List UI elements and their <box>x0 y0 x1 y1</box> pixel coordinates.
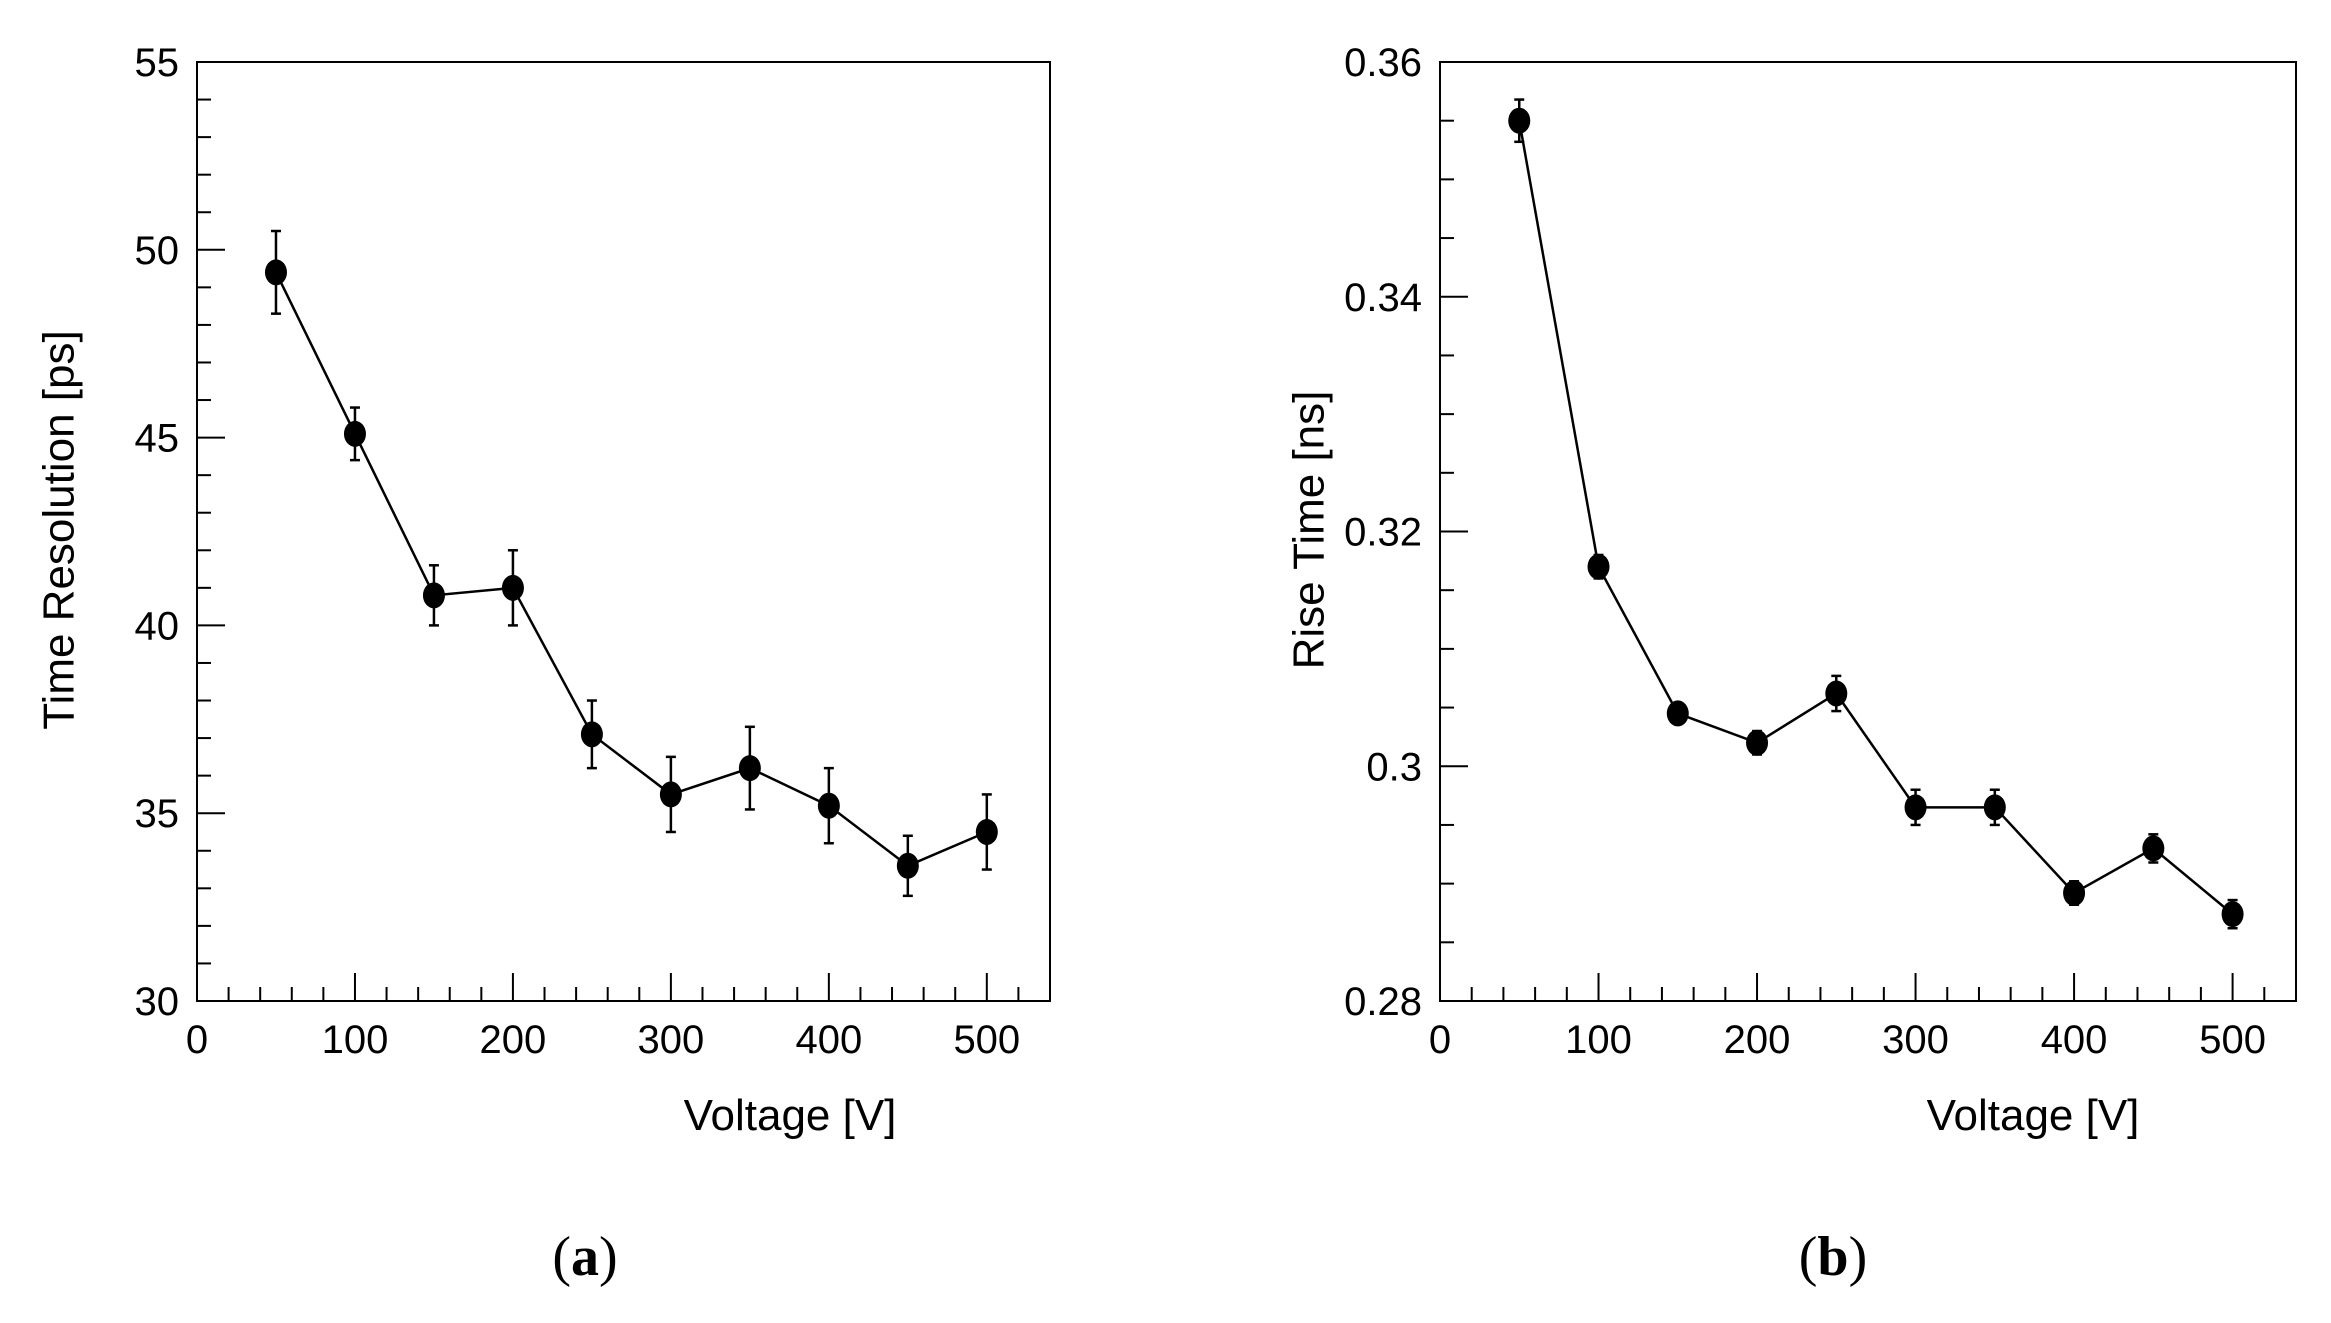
x-tick-label: 0 <box>1429 1018 1451 1062</box>
x-tick-label: 500 <box>2199 1018 2266 1062</box>
data-point <box>2142 835 2165 862</box>
data-point <box>1983 794 2006 821</box>
tick-labels-a: 0 100 200 300 400 500 30 35 40 45 50 55 <box>135 41 1021 1062</box>
x-axis-title-a: Voltage [V] <box>684 1091 897 1140</box>
x-tick-label: 500 <box>953 1018 1020 1062</box>
data-point <box>817 792 840 819</box>
data-point <box>659 781 682 808</box>
axis-ticks-b <box>1439 61 2297 1002</box>
chart-panel-b: 0 100 200 300 400 500 0.28 0.3 0.32 0.34 0.36 Volt… <box>1285 41 2297 1288</box>
data-series-b <box>1508 98 2244 930</box>
data-point <box>975 818 998 845</box>
data-point <box>501 574 524 601</box>
y-tick-label: 35 <box>135 792 180 836</box>
tick-labels-b: 0 100 200 300 400 500 0.28 0.3 0.32 0.34 0.36 <box>1344 41 2266 1062</box>
y-tick-label: 50 <box>135 229 180 273</box>
data-point <box>264 259 287 286</box>
chart-panel-a: 0 100 200 300 400 500 30 35 40 45 50 55 Voltage [V]… <box>35 41 1051 1288</box>
data-point <box>1904 794 1927 821</box>
data-point <box>2221 901 2244 928</box>
panel-label-b: b <box>1817 1226 1848 1288</box>
y-tick-label: 30 <box>135 980 180 1024</box>
panel-caption-b: (b) <box>1799 1226 1867 1288</box>
x-tick-label: 100 <box>322 1018 389 1062</box>
y-tick-label: 0.36 <box>1344 41 1422 85</box>
y-tick-label: 55 <box>135 41 180 85</box>
y-tick-label: 0.34 <box>1344 276 1422 320</box>
y-tick-label: 0.28 <box>1344 980 1422 1024</box>
data-series-a <box>264 229 998 898</box>
y-tick-label: 40 <box>135 604 180 648</box>
x-tick-label: 300 <box>638 1018 705 1062</box>
plot-frame-a <box>196 61 1051 1002</box>
y-tick-label: 45 <box>135 417 180 461</box>
series-line <box>1518 120 2234 916</box>
panel-caption-a: (a) <box>552 1226 617 1288</box>
data-point <box>738 755 761 782</box>
data-point <box>1587 553 1610 580</box>
data-point <box>422 582 445 609</box>
data-point <box>1666 700 1689 727</box>
data-point <box>343 420 366 447</box>
data-point <box>2063 880 2086 907</box>
panel-label-a: a <box>571 1226 599 1288</box>
y-tick-label: 0.3 <box>1366 745 1422 789</box>
x-tick-label: 0 <box>186 1018 208 1062</box>
series-line <box>274 271 988 868</box>
data-point <box>1508 107 1531 134</box>
data-point <box>1746 729 1769 756</box>
x-tick-label: 200 <box>480 1018 547 1062</box>
axis-ticks-a <box>196 61 1051 1002</box>
x-tick-label: 100 <box>1565 1018 1632 1062</box>
x-tick-label: 200 <box>1724 1018 1791 1062</box>
x-tick-label: 400 <box>795 1018 862 1062</box>
y-axis-title-b: Rise Time [ns] <box>1285 391 1334 670</box>
data-point <box>1825 680 1848 707</box>
x-tick-label: 400 <box>2041 1018 2108 1062</box>
x-tick-label: 300 <box>1882 1018 1949 1062</box>
y-axis-title-a: Time Resolution [ps] <box>35 330 84 729</box>
x-axis-title-b: Voltage [V] <box>1927 1091 2140 1140</box>
data-point <box>896 852 919 879</box>
y-tick-label: 0.32 <box>1344 511 1422 555</box>
data-point <box>580 721 603 748</box>
